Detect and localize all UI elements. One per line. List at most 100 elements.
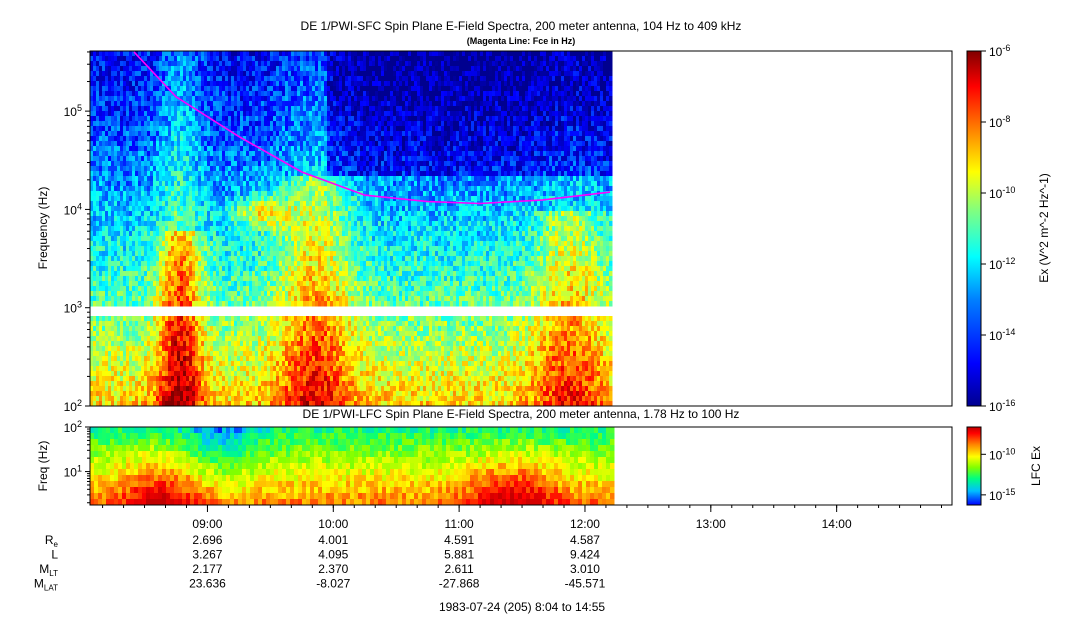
spectrogram-cell [105, 361, 109, 367]
spectrogram-cell [189, 91, 193, 97]
spectrogram-cell [246, 281, 250, 287]
spectrogram-cell [204, 56, 208, 62]
spectrogram-cell [186, 186, 190, 192]
spectrogram-cell [183, 371, 187, 377]
spectrogram-cell [255, 266, 259, 272]
spectrogram-cell [219, 131, 223, 137]
spectrogram-cell [93, 111, 97, 117]
spectrogram-cell [204, 351, 208, 357]
spectrogram-cell [138, 196, 142, 202]
spectrogram-cell [255, 251, 259, 257]
spectrogram-cell [237, 211, 241, 217]
spectrogram-cell [279, 146, 283, 152]
spectrogram-cell [198, 206, 202, 212]
spectrogram-cell [183, 256, 187, 262]
spectrogram-cell [153, 366, 157, 372]
spectrogram-cell [279, 341, 283, 347]
spectrogram-cell [204, 216, 208, 222]
spectrogram-cell [276, 381, 280, 387]
spectrogram-cell [150, 276, 154, 282]
spectrogram-cell [186, 316, 190, 322]
spectrogram-cell [258, 101, 262, 107]
spectrogram-cell [264, 56, 268, 62]
spectrogram-cell [300, 391, 304, 397]
spectrogram-cell [114, 301, 118, 307]
spectrogram-cell [237, 246, 241, 252]
spectrogram-cell [153, 326, 157, 332]
spectrogram-cell [246, 326, 250, 332]
spectrogram-cell [213, 291, 217, 297]
spectrogram-cell [99, 371, 103, 377]
spectrogram-cell [189, 131, 193, 137]
spectrogram-cell [225, 391, 229, 397]
spectrogram-cell [153, 66, 157, 72]
spectrogram-cell [174, 176, 178, 182]
spectrogram-cell [111, 291, 115, 297]
spectrogram-cell [129, 71, 133, 77]
spectrogram-cell [156, 141, 160, 147]
spectrogram-cell [291, 366, 295, 372]
spectrogram-cell [282, 201, 286, 207]
spectrogram-cell [99, 51, 103, 57]
spectrogram-cell [273, 356, 277, 362]
spectrogram-cell [225, 256, 229, 262]
spectrogram-cell [219, 386, 223, 392]
spectrogram-cell [126, 196, 130, 202]
spectrogram-cell [219, 61, 223, 67]
spectrogram-cell [300, 76, 304, 82]
spectrogram-cell [216, 136, 220, 142]
spectrogram-cell [171, 126, 175, 132]
spectrogram-cell [225, 336, 229, 342]
spectrogram-cell [192, 101, 196, 107]
spectrogram-cell [102, 196, 106, 202]
spectrogram-cell [291, 191, 295, 197]
spectrogram-cell [105, 221, 109, 227]
spectrogram-cell [261, 171, 265, 177]
spectrogram-cell [282, 51, 286, 57]
spectrogram-cell [141, 231, 145, 237]
spectrogram-cell [114, 231, 118, 237]
spectrogram-cell [96, 256, 100, 262]
spectrogram-cell [213, 396, 217, 402]
spectrogram-cell [135, 61, 139, 67]
spectrogram-cell [222, 151, 226, 157]
spectrogram-cell [111, 81, 115, 87]
spectrogram-cell [198, 216, 202, 222]
spectrogram-cell [99, 321, 103, 327]
spectrogram-cell [264, 211, 268, 217]
spectrogram-cell [243, 201, 247, 207]
spectrogram-cell [297, 286, 301, 292]
spectrogram-cell [195, 396, 199, 402]
spectrogram-cell [183, 276, 187, 282]
spectrogram-cell [249, 161, 253, 167]
spectrogram-cell [153, 241, 157, 247]
spectrogram-cell [159, 181, 163, 187]
spectrogram-cell [291, 286, 295, 292]
spectrogram-cell [114, 141, 118, 147]
spectrogram-cell [174, 336, 178, 342]
spectrogram-cell [198, 271, 202, 277]
spectrogram-cell [162, 376, 166, 382]
spectrogram-cell [129, 206, 133, 212]
spectrogram-cell [192, 66, 196, 72]
spectrogram-cell [114, 326, 118, 332]
spectrogram-cell [165, 211, 169, 217]
spectrogram-cell [132, 141, 136, 147]
spectrogram-cell [126, 191, 130, 197]
spectrogram-cell [102, 161, 106, 167]
spectrogram-cell [228, 226, 232, 232]
spectrogram-cell [90, 291, 94, 297]
spectrogram-cell [243, 351, 247, 357]
spectrogram-cell [180, 251, 184, 257]
spectrogram-cell [288, 281, 292, 287]
spectrogram-cell [207, 381, 211, 387]
spectrogram-cell [132, 136, 136, 142]
spectrogram-cell [132, 166, 136, 172]
spectrogram-cell [243, 291, 247, 297]
spectrogram-cell [183, 156, 187, 162]
spectrogram-cell [285, 181, 289, 187]
spectrogram-cell [285, 396, 289, 402]
spectrogram-cell [165, 81, 169, 87]
spectrogram-cell [126, 276, 130, 282]
spectrogram-cell [198, 301, 202, 307]
